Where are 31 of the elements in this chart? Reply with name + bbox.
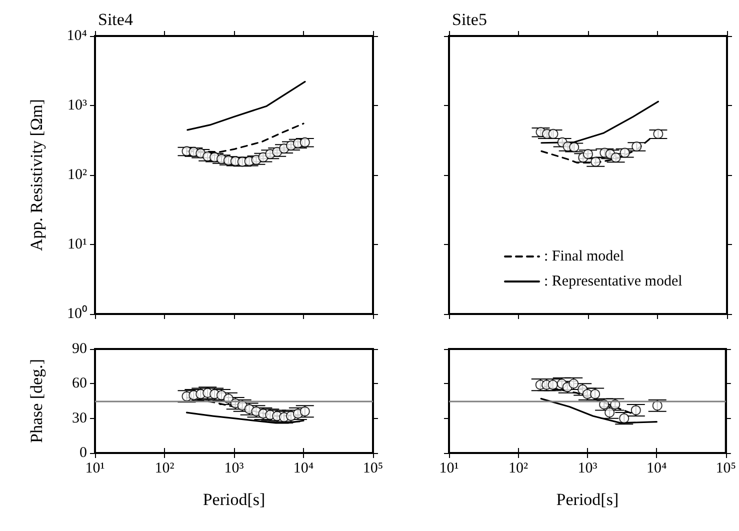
y-tick-label: 10⁰: [67, 305, 87, 322]
y-axis-title: Phase [deg.]: [27, 358, 46, 444]
y-tick-label: 60: [72, 376, 87, 392]
point: [604, 408, 615, 418]
y-tick-label: 10¹: [68, 236, 87, 252]
x-tick-label: 10⁵: [716, 460, 736, 476]
x-tick-label: 10¹: [439, 460, 459, 476]
x-tick-label: 10²: [508, 460, 528, 476]
x-tick-label: 10⁵: [362, 460, 384, 476]
chart-title: Site5: [452, 10, 487, 29]
x-tick-label: 10³: [224, 460, 244, 476]
x-axis-title: Period[s]: [556, 490, 619, 509]
y-tick-label: 10²: [68, 167, 88, 183]
x-tick-label: 10³: [578, 460, 598, 476]
y-axis-title: App. Resistivity [Ωm]: [27, 99, 46, 251]
point: [620, 148, 630, 158]
y-tick-label: 10³: [68, 98, 88, 114]
x-tick-label: 10⁴: [646, 460, 667, 476]
y-tick-label: 10⁴: [66, 28, 87, 44]
chart-title: Site4: [98, 10, 134, 29]
x-tick-label: 10¹: [85, 460, 105, 476]
x-tick-label: 10⁴: [293, 460, 314, 476]
y-tick-label: 0: [80, 445, 87, 461]
y-tick-label: 30: [72, 410, 87, 426]
point: [258, 152, 268, 162]
y-tick-label: 90: [72, 341, 87, 357]
legend-label: : Final model: [544, 248, 624, 264]
point: [300, 406, 310, 416]
x-axis-title: Period[s]: [202, 490, 266, 509]
legend-label: : Representative model: [544, 274, 682, 290]
x-tick-label: 10²: [154, 460, 175, 476]
